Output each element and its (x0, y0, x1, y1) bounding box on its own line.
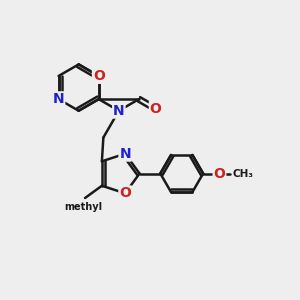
Text: O: O (119, 186, 131, 200)
Text: CH₃: CH₃ (233, 169, 254, 178)
Text: N: N (119, 147, 131, 161)
Text: O: O (150, 102, 162, 116)
Text: N: N (53, 92, 64, 106)
Text: N: N (113, 104, 124, 118)
Text: O: O (214, 167, 225, 181)
Text: O: O (93, 69, 105, 83)
Text: methyl: methyl (64, 202, 103, 212)
